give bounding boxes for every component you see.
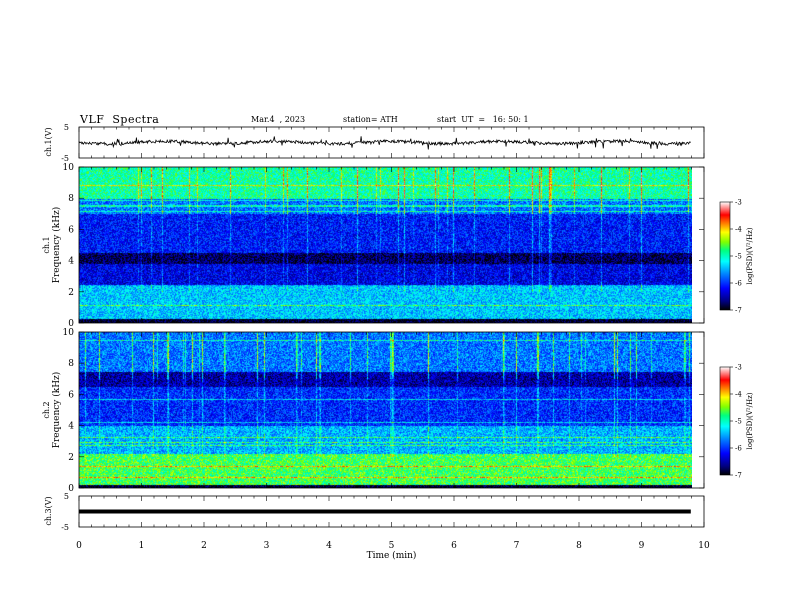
y-tick-label: -5 (61, 523, 69, 532)
y-tick-label: -5 (61, 154, 69, 163)
y-tick-label: 6 (68, 390, 74, 400)
y-tick-label: 5 (64, 123, 69, 132)
x-tick-label: 6 (451, 541, 457, 551)
x-tick-label: 2 (201, 541, 207, 551)
colorbar-tick-label: -6 (735, 280, 742, 288)
chart-title: VLF Spectra (80, 113, 160, 126)
y-axis-label-frequency: Frequency (kHz) (51, 372, 62, 449)
colorbar-tick-label: -3 (735, 364, 742, 372)
y-tick-label: 8 (68, 359, 74, 369)
colorbar-tick-label: -4 (735, 226, 742, 234)
colorbar-tick-label: -6 (735, 445, 742, 453)
colorbar-label: log(PSD)(V²/Hz) (746, 227, 754, 284)
spectrogram-raster (79, 332, 692, 488)
y-axis-label-channel: ch.2 (42, 401, 51, 418)
date-label: Mar.4 , 2023 (251, 115, 306, 124)
x-tick-label: 0 (76, 541, 82, 551)
colorbar-1 (719, 201, 731, 311)
x-tick-label: 8 (576, 541, 582, 551)
colorbar-label: log(PSD)(V²/Hz) (746, 392, 754, 449)
y-tick-label: 5 (64, 492, 69, 501)
axis-labels: 0 1 2 3 4 5 6 7 8 9 10 Time (min) ch.1(V) ch.3(V) ch.1… (42, 127, 710, 561)
y-tick-label: 10 (63, 163, 75, 173)
colorbar-tick-label: -3 (735, 199, 742, 207)
x-tick-label: 10 (698, 541, 710, 551)
ch1-waveform-trace (78, 136, 691, 150)
y-tick-label: 2 (68, 453, 74, 463)
y-tick-label: 4 (68, 257, 74, 267)
y-axis-label-ch3: ch.3(V) (44, 496, 53, 525)
colorbar-tick-label: -4 (735, 391, 742, 399)
x-tick-label: 3 (264, 541, 270, 551)
y-tick-label: 0 (68, 484, 74, 494)
y-tick-label: 4 (68, 422, 74, 432)
y-tick-label: 8 (68, 194, 74, 204)
colorbar-tick-label: -7 (735, 307, 742, 315)
x-tick-label: 5 (389, 541, 395, 551)
x-tick-label: 4 (326, 541, 332, 551)
ch1-spectrogram (79, 167, 692, 323)
x-tick-label: 1 (139, 541, 145, 551)
colorbar-tick-label: -7 (735, 472, 742, 480)
colorbar-tick-label: -5 (735, 253, 742, 261)
station-label: station= ATH (343, 115, 398, 124)
spectrogram-raster (79, 167, 692, 323)
y-axis-label-channel: ch.1 (42, 236, 51, 253)
x-tick-label: 7 (514, 541, 520, 551)
colorbar-labels: -3 -4 -5 -6 -7 log(PSD)(V²/Hz) -3 -4 -5 -6 -7 log(P… (730, 199, 754, 480)
x-axis-label: Time (min) (367, 550, 417, 561)
y-axis-label-ch1: ch.1(V) (44, 127, 53, 156)
x-tick-label: 9 (639, 541, 645, 551)
y-axis-label-frequency: Frequency (kHz) (51, 207, 62, 284)
y-tick-label: 0 (68, 319, 74, 329)
colorbar-2 (719, 366, 731, 476)
y-tick-label: 6 (68, 225, 74, 235)
y-tick-label: 10 (63, 328, 75, 338)
y-tick-label: 2 (68, 288, 74, 298)
waveform-line (78, 136, 691, 150)
ch2-spectrogram (79, 332, 692, 488)
colorbar-tick-label: -5 (735, 418, 742, 426)
start-time-label: start UT = 16: 50: 1 (437, 115, 529, 124)
